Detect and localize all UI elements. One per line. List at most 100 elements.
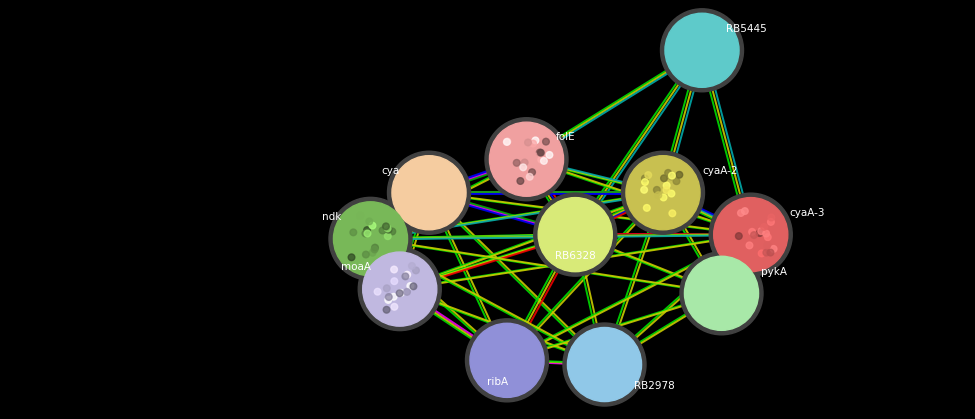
Ellipse shape: [329, 197, 412, 280]
Ellipse shape: [742, 208, 748, 215]
Ellipse shape: [661, 175, 667, 181]
Ellipse shape: [738, 210, 744, 216]
Ellipse shape: [404, 289, 410, 295]
Ellipse shape: [665, 170, 672, 176]
Ellipse shape: [364, 227, 370, 233]
Text: pykA: pykA: [760, 266, 787, 277]
Ellipse shape: [525, 139, 531, 146]
Ellipse shape: [514, 160, 520, 166]
Ellipse shape: [768, 214, 775, 221]
Ellipse shape: [384, 233, 391, 240]
Ellipse shape: [680, 252, 763, 335]
Ellipse shape: [668, 173, 675, 180]
Ellipse shape: [660, 9, 744, 92]
Ellipse shape: [384, 225, 391, 232]
Ellipse shape: [714, 198, 788, 272]
Ellipse shape: [676, 171, 682, 178]
Ellipse shape: [391, 266, 398, 273]
Ellipse shape: [532, 153, 539, 160]
Text: RB6328: RB6328: [555, 251, 596, 261]
Text: RB2978: RB2978: [634, 381, 675, 391]
Text: folE: folE: [556, 132, 575, 142]
Text: ribA: ribA: [487, 377, 508, 387]
Ellipse shape: [358, 248, 442, 331]
Ellipse shape: [767, 249, 774, 256]
Ellipse shape: [759, 250, 765, 257]
Ellipse shape: [537, 150, 544, 156]
Ellipse shape: [485, 118, 568, 201]
Ellipse shape: [642, 175, 648, 182]
Ellipse shape: [409, 263, 415, 269]
Ellipse shape: [673, 178, 680, 184]
Ellipse shape: [669, 210, 676, 217]
Ellipse shape: [621, 151, 705, 234]
Ellipse shape: [517, 178, 524, 184]
Ellipse shape: [644, 172, 651, 178]
Ellipse shape: [363, 252, 437, 326]
Ellipse shape: [665, 13, 739, 87]
Ellipse shape: [383, 306, 390, 313]
Ellipse shape: [470, 323, 544, 397]
Ellipse shape: [382, 223, 389, 230]
Ellipse shape: [333, 202, 408, 276]
Ellipse shape: [746, 242, 753, 249]
Ellipse shape: [538, 156, 545, 163]
Text: RB5445: RB5445: [726, 23, 767, 34]
Ellipse shape: [751, 232, 758, 238]
Ellipse shape: [653, 186, 660, 193]
Ellipse shape: [767, 219, 774, 225]
Ellipse shape: [370, 249, 376, 256]
Ellipse shape: [762, 230, 769, 237]
Ellipse shape: [644, 204, 650, 211]
Ellipse shape: [641, 186, 647, 193]
Ellipse shape: [758, 228, 764, 235]
Ellipse shape: [503, 139, 510, 145]
Text: moaA: moaA: [340, 262, 370, 272]
Ellipse shape: [391, 303, 398, 310]
Ellipse shape: [532, 137, 539, 144]
Ellipse shape: [504, 138, 511, 145]
Ellipse shape: [764, 234, 771, 241]
Ellipse shape: [385, 294, 392, 300]
Ellipse shape: [365, 230, 370, 237]
Ellipse shape: [567, 328, 642, 401]
Ellipse shape: [669, 172, 676, 179]
Ellipse shape: [407, 283, 413, 290]
Ellipse shape: [363, 251, 370, 258]
Ellipse shape: [370, 222, 375, 229]
Ellipse shape: [735, 233, 742, 239]
Ellipse shape: [371, 244, 378, 251]
Ellipse shape: [626, 156, 700, 230]
Ellipse shape: [489, 122, 564, 196]
Ellipse shape: [385, 226, 392, 233]
Ellipse shape: [410, 283, 416, 290]
Ellipse shape: [749, 228, 756, 235]
Ellipse shape: [404, 272, 410, 278]
Ellipse shape: [362, 230, 369, 237]
Ellipse shape: [383, 285, 390, 292]
Ellipse shape: [391, 278, 398, 285]
Ellipse shape: [396, 290, 403, 297]
Ellipse shape: [402, 273, 409, 280]
Ellipse shape: [398, 290, 405, 296]
Ellipse shape: [526, 173, 533, 180]
Ellipse shape: [522, 159, 528, 166]
Ellipse shape: [465, 319, 549, 402]
Ellipse shape: [543, 138, 549, 145]
Ellipse shape: [390, 293, 397, 300]
Text: cyaA-2: cyaA-2: [702, 166, 737, 176]
Ellipse shape: [348, 254, 355, 261]
Text: ndk: ndk: [322, 212, 341, 222]
Ellipse shape: [389, 228, 396, 235]
Ellipse shape: [540, 158, 547, 164]
Ellipse shape: [663, 182, 670, 189]
Ellipse shape: [709, 193, 793, 276]
Ellipse shape: [374, 288, 381, 295]
Ellipse shape: [350, 229, 357, 236]
Ellipse shape: [655, 192, 662, 199]
Ellipse shape: [642, 179, 648, 185]
Ellipse shape: [536, 149, 543, 156]
Ellipse shape: [520, 164, 527, 171]
Ellipse shape: [379, 227, 386, 234]
Ellipse shape: [357, 212, 364, 219]
